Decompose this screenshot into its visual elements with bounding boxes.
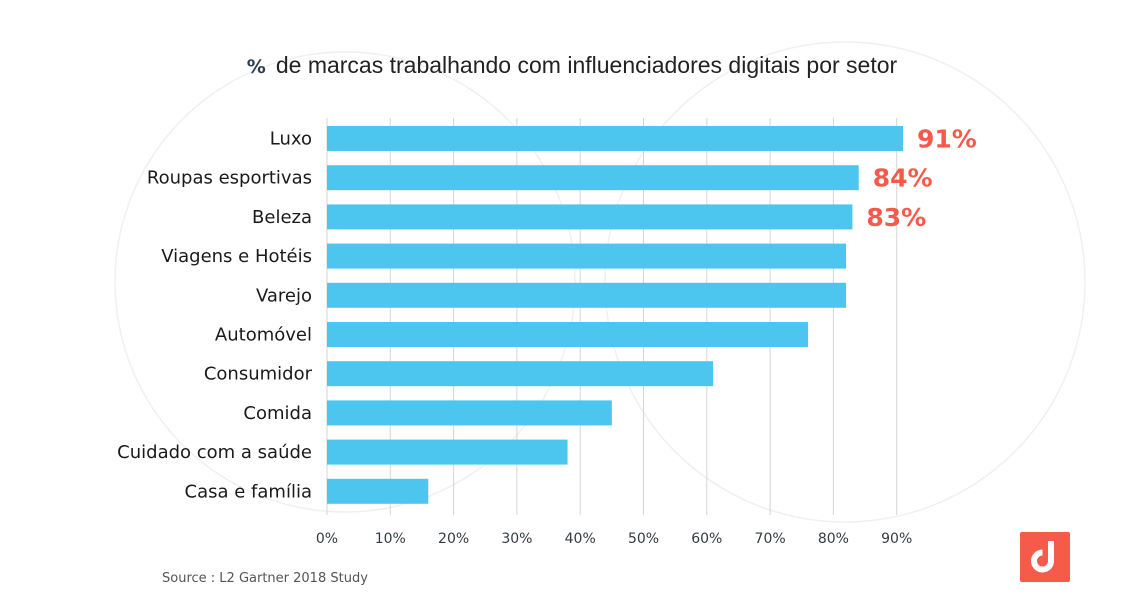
source-note: Source : L2 Gartner 2018 Study	[162, 571, 368, 586]
x-tick-label: 40%	[565, 531, 596, 547]
data-labels: 91% 84% 83%	[866, 125, 976, 232]
bar	[327, 282, 847, 308]
title-text: de marcas trabalhando com influenciadore…	[276, 52, 898, 78]
x-tick-label: 50%	[628, 531, 659, 547]
x-tick-labels: 0% 10% 20% 30% 40% 50% 60% 70% 80% 90%	[316, 531, 912, 547]
bar	[327, 361, 714, 387]
data-label: 91%	[917, 125, 977, 154]
category-label: Consumidor	[204, 364, 313, 385]
category-label: Viagens e Hotéis	[161, 246, 312, 267]
x-tick-label: 80%	[818, 531, 849, 547]
title-percent-symbol: %	[247, 56, 266, 78]
category-label: Comida	[243, 403, 312, 424]
category-label: Casa e família	[185, 481, 312, 502]
category-label: Roupas esportivas	[147, 168, 312, 189]
bar	[327, 478, 429, 504]
bar	[327, 165, 859, 191]
chart-title: % de marcas trabalhando com influenciador…	[247, 52, 898, 78]
category-labels: Luxo Roupas esportivas Beleza Viagens e Hot…	[117, 129, 312, 503]
category-label: Cuidado com a saúde	[117, 442, 312, 463]
category-label: Automóvel	[215, 325, 312, 346]
bar	[327, 126, 904, 151]
bars	[327, 126, 904, 504]
x-tick-label: 10%	[375, 531, 406, 547]
x-tick-label: 20%	[438, 531, 469, 547]
x-tick-label: 0%	[316, 531, 338, 547]
bar	[327, 322, 809, 347]
bar	[327, 204, 853, 230]
bar	[327, 243, 847, 269]
data-label: 83%	[866, 203, 926, 232]
category-label: Varejo	[256, 285, 312, 306]
background-decoration	[114, 41, 1086, 523]
category-label: Luxo	[270, 129, 312, 150]
x-tick-label: 60%	[691, 531, 722, 547]
x-tick-label: 30%	[501, 531, 532, 547]
x-tick-label: 70%	[755, 531, 786, 547]
x-tick-label: 90%	[881, 531, 912, 547]
bar	[327, 400, 612, 426]
data-label: 84%	[873, 164, 933, 193]
bar	[327, 439, 568, 465]
category-label: Beleza	[252, 207, 312, 228]
brand-d-logo-icon	[1020, 532, 1070, 582]
